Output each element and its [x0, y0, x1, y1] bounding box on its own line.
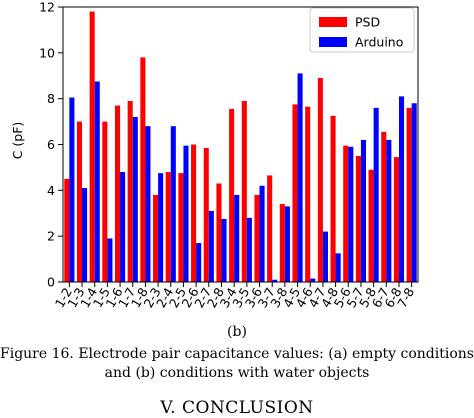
- bars-layer: [64, 11, 417, 283]
- bar-arduino-2-3: [158, 173, 164, 282]
- legend-swatch-psd: [319, 17, 347, 27]
- bar-psd-2-8: [216, 183, 222, 282]
- bar-arduino-3-6: [259, 185, 265, 282]
- bar-psd-4-8: [330, 115, 336, 282]
- bar-arduino-1-2: [69, 97, 75, 283]
- bar-arduino-6-7: [386, 139, 392, 282]
- bar-psd-6-8: [393, 157, 399, 282]
- bar-arduino-7-8: [411, 103, 417, 282]
- bar-arduino-3-4: [234, 194, 240, 282]
- y-axis-label: C (pF): [10, 122, 25, 160]
- bar-arduino-2-5: [183, 145, 189, 282]
- bar-psd-4-5: [292, 104, 298, 283]
- bar-psd-5-6: [343, 145, 349, 282]
- bar-psd-1-8: [140, 57, 146, 282]
- bar-psd-1-2: [64, 178, 70, 283]
- bar-arduino-3-5: [246, 217, 252, 282]
- section-heading: V. CONCLUSION: [160, 398, 314, 418]
- bar-arduino-4-8: [335, 253, 341, 282]
- bar-arduino-4-7: [322, 231, 328, 282]
- bar-arduino-2-6: [196, 243, 202, 282]
- bar-arduino-1-5: [107, 238, 113, 282]
- bar-arduino-1-6: [120, 172, 126, 282]
- bar-arduino-4-6: [310, 278, 316, 282]
- bar-psd-5-8: [368, 169, 374, 282]
- y-tick-label: 4: [47, 183, 55, 198]
- subfigure-label: (b): [227, 324, 247, 340]
- bar-arduino-1-3: [82, 188, 88, 282]
- bar-psd-3-5: [241, 100, 247, 283]
- bar-arduino-3-8: [284, 206, 290, 283]
- y-tick-label: 6: [47, 137, 55, 152]
- bar-psd-1-4: [89, 11, 95, 283]
- bar-psd-2-5: [178, 173, 184, 282]
- bar-psd-4-6: [305, 106, 311, 282]
- legend-swatch-arduino: [319, 37, 347, 47]
- bar-psd-1-3: [76, 121, 83, 282]
- bar-arduino-1-4: [94, 81, 100, 282]
- bar-psd-3-7: [267, 175, 273, 282]
- bar-arduino-6-8: [398, 96, 405, 282]
- bar-psd-4-7: [317, 78, 323, 282]
- bar-arduino-5-6: [348, 146, 354, 282]
- bar-psd-7-8: [406, 107, 412, 282]
- bar-arduino-2-4: [170, 126, 176, 282]
- figure-caption: Figure 16. Electrode pair capacitance va…: [0, 346, 474, 381]
- y-tick-label: 12: [39, 0, 55, 15]
- bar-psd-3-8: [279, 204, 285, 282]
- bar-psd-2-7: [203, 147, 209, 282]
- bar-arduino-2-8: [221, 218, 227, 282]
- bar-arduino-4-5: [297, 73, 303, 283]
- bar-arduino-3-7: [272, 279, 278, 282]
- bar-psd-2-6: [191, 144, 197, 282]
- legend: PSD Arduino: [309, 7, 415, 53]
- bar-arduino-5-8: [373, 107, 379, 282]
- x-axis: 1-21-31-41-51-61-71-82-32-42-52-62-72-83…: [52, 282, 417, 310]
- bar-arduino-1-7: [132, 117, 138, 282]
- bar-psd-2-4: [165, 172, 171, 282]
- y-tick-label: 2: [47, 229, 55, 244]
- legend-label-arduino: Arduino: [355, 35, 403, 50]
- y-tick-label: 0: [47, 275, 55, 290]
- bar-psd-1-7: [127, 100, 133, 283]
- bar-psd-2-3: [153, 194, 159, 282]
- bar-arduino-2-7: [208, 210, 214, 282]
- bar-arduino-1-8: [145, 126, 151, 282]
- bar-psd-5-7: [355, 155, 361, 282]
- bar-psd-3-6: [254, 194, 260, 282]
- legend-label-psd: PSD: [355, 15, 380, 30]
- y-tick-label: 10: [39, 45, 55, 60]
- plot-frame: [62, 6, 419, 283]
- bar-psd-1-5: [102, 121, 108, 282]
- bar-psd-6-7: [381, 131, 387, 282]
- bar-psd-3-4: [229, 108, 235, 282]
- bar-psd-1-6: [114, 105, 121, 282]
- y-axis: 0 2 4 6 8 10 12: [39, 0, 63, 290]
- y-tick-label: 8: [47, 91, 55, 106]
- bar-arduino-5-7: [360, 139, 367, 282]
